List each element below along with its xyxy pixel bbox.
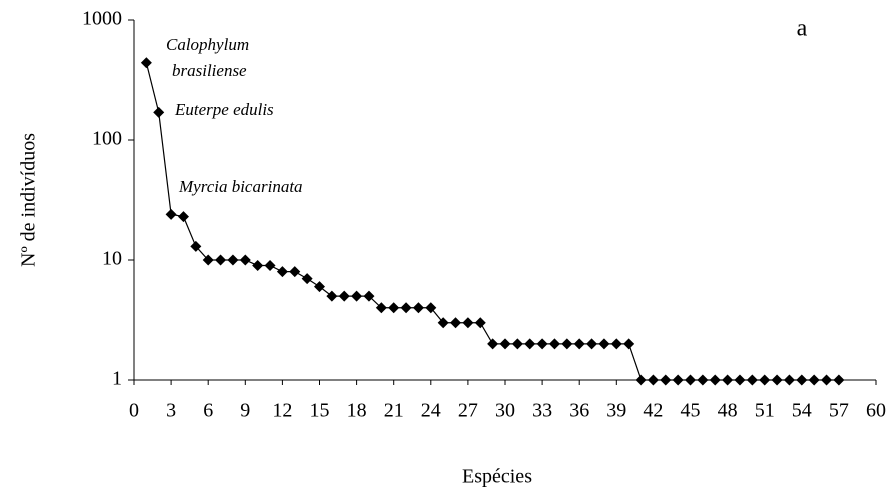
x-tick-label: 60 bbox=[866, 400, 886, 422]
marker bbox=[375, 302, 387, 314]
y-tick-label: 1000 bbox=[82, 8, 122, 30]
marker bbox=[536, 338, 548, 350]
x-tick-label: 33 bbox=[532, 400, 552, 422]
marker bbox=[462, 317, 474, 329]
marker bbox=[351, 290, 363, 302]
marker bbox=[511, 338, 523, 350]
marker bbox=[326, 290, 338, 302]
marker bbox=[437, 317, 449, 329]
marker bbox=[524, 338, 536, 350]
marker bbox=[289, 266, 301, 278]
y-tick-label: 10 bbox=[102, 248, 122, 270]
marker bbox=[709, 374, 721, 386]
marker bbox=[153, 106, 165, 118]
x-tick-label: 36 bbox=[569, 400, 589, 422]
x-tick-label: 48 bbox=[718, 400, 738, 422]
marker bbox=[697, 374, 709, 386]
marker bbox=[746, 374, 758, 386]
marker bbox=[610, 338, 622, 350]
marker bbox=[734, 374, 746, 386]
marker bbox=[252, 259, 264, 271]
marker bbox=[759, 374, 771, 386]
x-tick-label: 54 bbox=[792, 400, 812, 422]
marker bbox=[264, 259, 276, 271]
marker bbox=[450, 317, 462, 329]
marker bbox=[548, 338, 560, 350]
annotation: Calophylum bbox=[166, 35, 249, 54]
x-tick-label: 21 bbox=[384, 400, 404, 422]
marker bbox=[140, 57, 152, 69]
x-tick-label: 15 bbox=[310, 400, 330, 422]
x-tick-label: 12 bbox=[272, 400, 292, 422]
marker bbox=[598, 338, 610, 350]
marker bbox=[276, 266, 288, 278]
x-tick-label: 30 bbox=[495, 400, 515, 422]
x-tick-label: 9 bbox=[240, 400, 250, 422]
annotation: brasiliense bbox=[172, 61, 247, 80]
marker bbox=[177, 211, 189, 223]
marker bbox=[771, 374, 783, 386]
marker bbox=[635, 374, 647, 386]
marker bbox=[722, 374, 734, 386]
annotation: Myrcia bicarinata bbox=[178, 177, 303, 196]
marker bbox=[833, 374, 845, 386]
x-tick-label: 45 bbox=[681, 400, 701, 422]
x-tick-label: 51 bbox=[755, 400, 775, 422]
marker bbox=[647, 374, 659, 386]
annotation: Euterpe edulis bbox=[174, 100, 274, 119]
marker bbox=[660, 374, 672, 386]
marker bbox=[215, 254, 227, 266]
marker bbox=[314, 281, 325, 293]
marker bbox=[499, 338, 511, 350]
x-tick-label: 57 bbox=[829, 400, 849, 422]
y-tick-label: 1 bbox=[112, 368, 122, 390]
x-tick-label: 39 bbox=[606, 400, 626, 422]
marker bbox=[685, 374, 696, 386]
x-tick-label: 42 bbox=[643, 400, 663, 422]
x-tick-label: 18 bbox=[347, 400, 367, 422]
marker bbox=[821, 374, 833, 386]
marker bbox=[474, 317, 486, 329]
marker bbox=[425, 302, 437, 314]
marker bbox=[338, 290, 350, 302]
marker bbox=[672, 374, 684, 386]
marker bbox=[573, 338, 585, 350]
marker bbox=[412, 302, 424, 314]
marker bbox=[808, 374, 820, 386]
x-tick-label: 24 bbox=[421, 400, 441, 422]
x-tick-label: 3 bbox=[166, 400, 176, 422]
marker bbox=[239, 254, 251, 266]
x-tick-label: 6 bbox=[203, 400, 213, 422]
x-axis-label: Espécies bbox=[462, 466, 532, 488]
marker bbox=[783, 374, 795, 386]
marker bbox=[586, 338, 598, 350]
marker bbox=[190, 240, 202, 252]
marker bbox=[363, 290, 375, 302]
panel-label: a bbox=[797, 16, 808, 42]
marker bbox=[400, 302, 412, 314]
y-axis-label: Nº de indivíduos bbox=[18, 133, 40, 267]
marker bbox=[227, 254, 239, 266]
marker bbox=[165, 208, 177, 220]
marker bbox=[202, 254, 214, 266]
marker bbox=[561, 338, 573, 350]
marker bbox=[388, 302, 400, 314]
marker bbox=[796, 374, 808, 386]
marker bbox=[487, 338, 499, 350]
y-tick-label: 100 bbox=[92, 128, 122, 150]
marker bbox=[301, 273, 313, 285]
marker bbox=[623, 338, 635, 350]
x-tick-label: 27 bbox=[458, 400, 478, 422]
x-tick-label: 0 bbox=[129, 400, 139, 422]
